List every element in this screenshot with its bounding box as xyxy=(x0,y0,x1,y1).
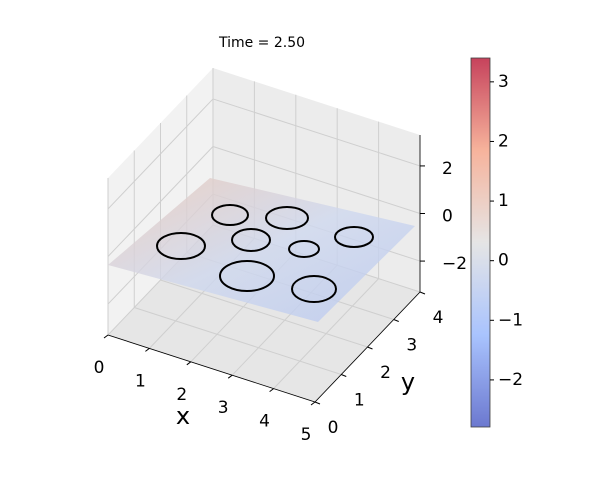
grid-line xyxy=(212,98,421,167)
ellipses xyxy=(156,204,374,303)
y-axis-label: y xyxy=(401,368,415,396)
colorbar-tick-label: 2 xyxy=(498,131,509,151)
colorbar xyxy=(470,57,491,428)
tick-mark xyxy=(186,361,192,366)
x-tick-label: 2 xyxy=(176,385,187,405)
tick-mark xyxy=(227,374,233,379)
colorbar-tick-label: 1 xyxy=(498,191,509,211)
grid-line xyxy=(107,146,214,257)
grid-line xyxy=(134,307,342,375)
x-tick-label: 4 xyxy=(259,412,270,432)
z-tick-label: −2 xyxy=(442,254,467,274)
x-tick-label: 0 xyxy=(94,358,105,378)
tick-mark xyxy=(367,346,373,350)
y-tick-label: 1 xyxy=(354,391,365,411)
ellipse xyxy=(334,226,374,248)
tick-mark xyxy=(419,291,426,295)
z-tick-label: 0 xyxy=(442,207,453,227)
ellipse xyxy=(265,206,309,230)
colorbar-tick-label: 0 xyxy=(498,251,509,271)
axis-line xyxy=(314,291,421,403)
grid-line xyxy=(160,279,368,348)
tick-mark xyxy=(393,319,399,322)
tick-mark xyxy=(145,347,150,352)
axis-line xyxy=(107,334,316,403)
y-tick-label: 3 xyxy=(406,336,417,356)
ellipse xyxy=(291,275,337,303)
ellipse xyxy=(156,232,206,260)
colorbar-tick-label: 3 xyxy=(498,72,509,92)
x-tick-label: 3 xyxy=(218,398,229,418)
tick-mark xyxy=(341,374,347,377)
chart-title: Time = 2.50 xyxy=(218,35,305,51)
tick-mark xyxy=(314,401,321,405)
z-tick-label: 2 xyxy=(442,159,453,179)
y-tick-label: 2 xyxy=(380,363,391,383)
x-axis-label: x xyxy=(176,402,190,430)
tick-mark xyxy=(310,401,316,406)
grid-line xyxy=(107,98,214,210)
x-tick-label: 1 xyxy=(135,371,146,391)
grid-line xyxy=(212,146,421,214)
ellipse xyxy=(231,228,271,252)
ellipse xyxy=(219,260,275,292)
tick-mark xyxy=(103,334,109,339)
ellipse xyxy=(211,204,249,226)
y-tick-label: 4 xyxy=(433,308,444,328)
ellipse xyxy=(288,240,320,258)
x-tick-label: 5 xyxy=(301,425,312,445)
colorbar-tick-label: −2 xyxy=(498,370,523,390)
tick-mark xyxy=(269,388,274,393)
y-tick-label: 0 xyxy=(328,418,339,438)
colorbar-tick-label: −1 xyxy=(498,310,523,330)
